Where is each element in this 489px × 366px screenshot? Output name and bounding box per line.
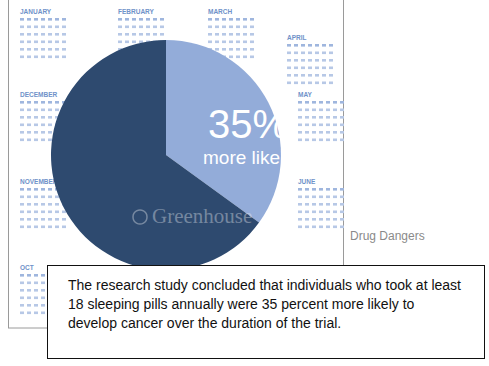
svg-text:NOVEMBER: NOVEMBER [20, 178, 58, 185]
svg-text:more likely: more likely [203, 147, 294, 168]
svg-text:APRIL: APRIL [287, 34, 307, 41]
svg-text:Greenhouse: Greenhouse [152, 204, 252, 228]
html-text:Drug Dangers: Drug Dangers [350, 229, 425, 243]
svg-text:MARCH: MARCH [208, 8, 232, 15]
svg-text:JUNE: JUNE [298, 178, 316, 185]
svg-text:DECEMBER: DECEMBER [20, 91, 58, 98]
html-text:The research study concluded t: The research study concluded that indivi… [68, 277, 461, 331]
svg-text:MAY: MAY [298, 91, 313, 98]
svg-text:35%: 35% [208, 102, 288, 146]
svg-text:FEBRUARY: FEBRUARY [118, 8, 155, 15]
svg-text:OCT: OCT [20, 264, 34, 271]
svg-text:JANUARY: JANUARY [20, 8, 52, 15]
